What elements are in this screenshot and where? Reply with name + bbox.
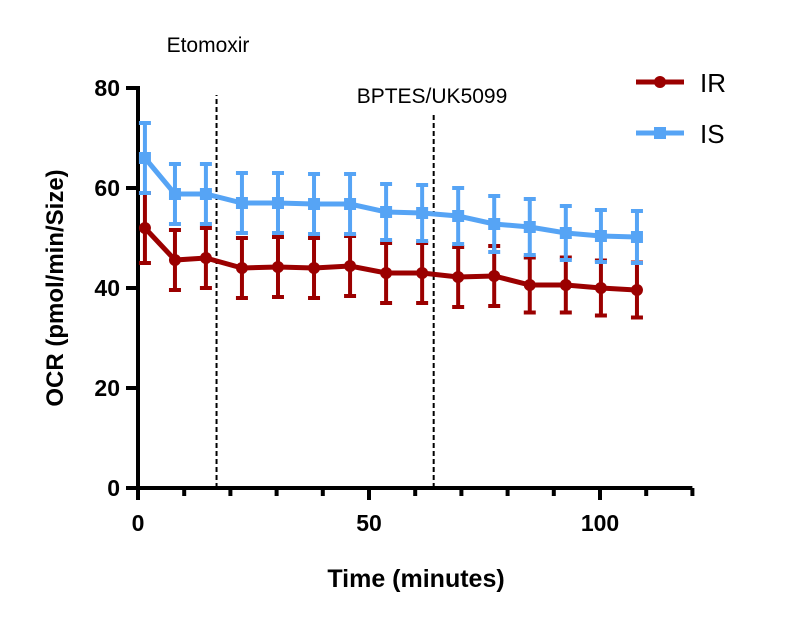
data-point	[416, 267, 429, 279]
data-point	[559, 279, 572, 291]
data-point	[199, 252, 212, 264]
data-point	[416, 207, 429, 219]
legend-marker	[654, 76, 666, 88]
x-axis-label: Time (minutes)	[327, 565, 504, 593]
y-tick-label: 0	[107, 475, 120, 501]
series-IR: IR	[138, 68, 726, 320]
data-point	[380, 206, 393, 218]
data-point	[630, 231, 643, 243]
data-point	[271, 197, 284, 209]
y-axis-label: OCR (pmol/min/Size)	[42, 169, 69, 406]
x-tick-label: 0	[132, 510, 145, 536]
y-tick-label: 80	[94, 75, 120, 101]
data-point	[594, 230, 607, 242]
data-point	[523, 279, 536, 291]
y-tick-label: 40	[94, 275, 120, 301]
legend-marker	[654, 127, 666, 139]
data-point	[594, 282, 607, 294]
data-point	[559, 227, 572, 239]
data-point	[630, 284, 643, 296]
data-point	[235, 262, 248, 274]
series-IS: IS	[138, 119, 725, 265]
data-point	[380, 267, 393, 279]
data-point	[168, 254, 181, 266]
x-tick-label: 100	[581, 510, 619, 536]
data-point	[308, 198, 321, 210]
data-point	[452, 210, 465, 222]
data-point	[308, 262, 321, 274]
data-point	[138, 152, 151, 164]
data-point	[199, 188, 212, 200]
data-point	[138, 222, 151, 234]
data-point	[344, 260, 357, 272]
data-point	[235, 197, 248, 209]
data-point	[271, 261, 284, 273]
legend-label: IR	[700, 68, 726, 98]
series-line	[143, 156, 638, 240]
data-point	[488, 218, 501, 230]
legend-label: IS	[700, 119, 725, 149]
data-point	[168, 188, 181, 200]
annotation-label: BPTES/UK5099	[357, 85, 508, 108]
data-point	[488, 270, 501, 282]
x-tick-label: 50	[356, 510, 382, 536]
data-point	[344, 198, 357, 210]
y-tick-label: 20	[94, 375, 120, 401]
data-point	[523, 221, 536, 233]
annotation-label: Etomoxir	[167, 34, 250, 57]
data-point	[452, 271, 465, 283]
y-tick-label: 60	[94, 175, 120, 201]
